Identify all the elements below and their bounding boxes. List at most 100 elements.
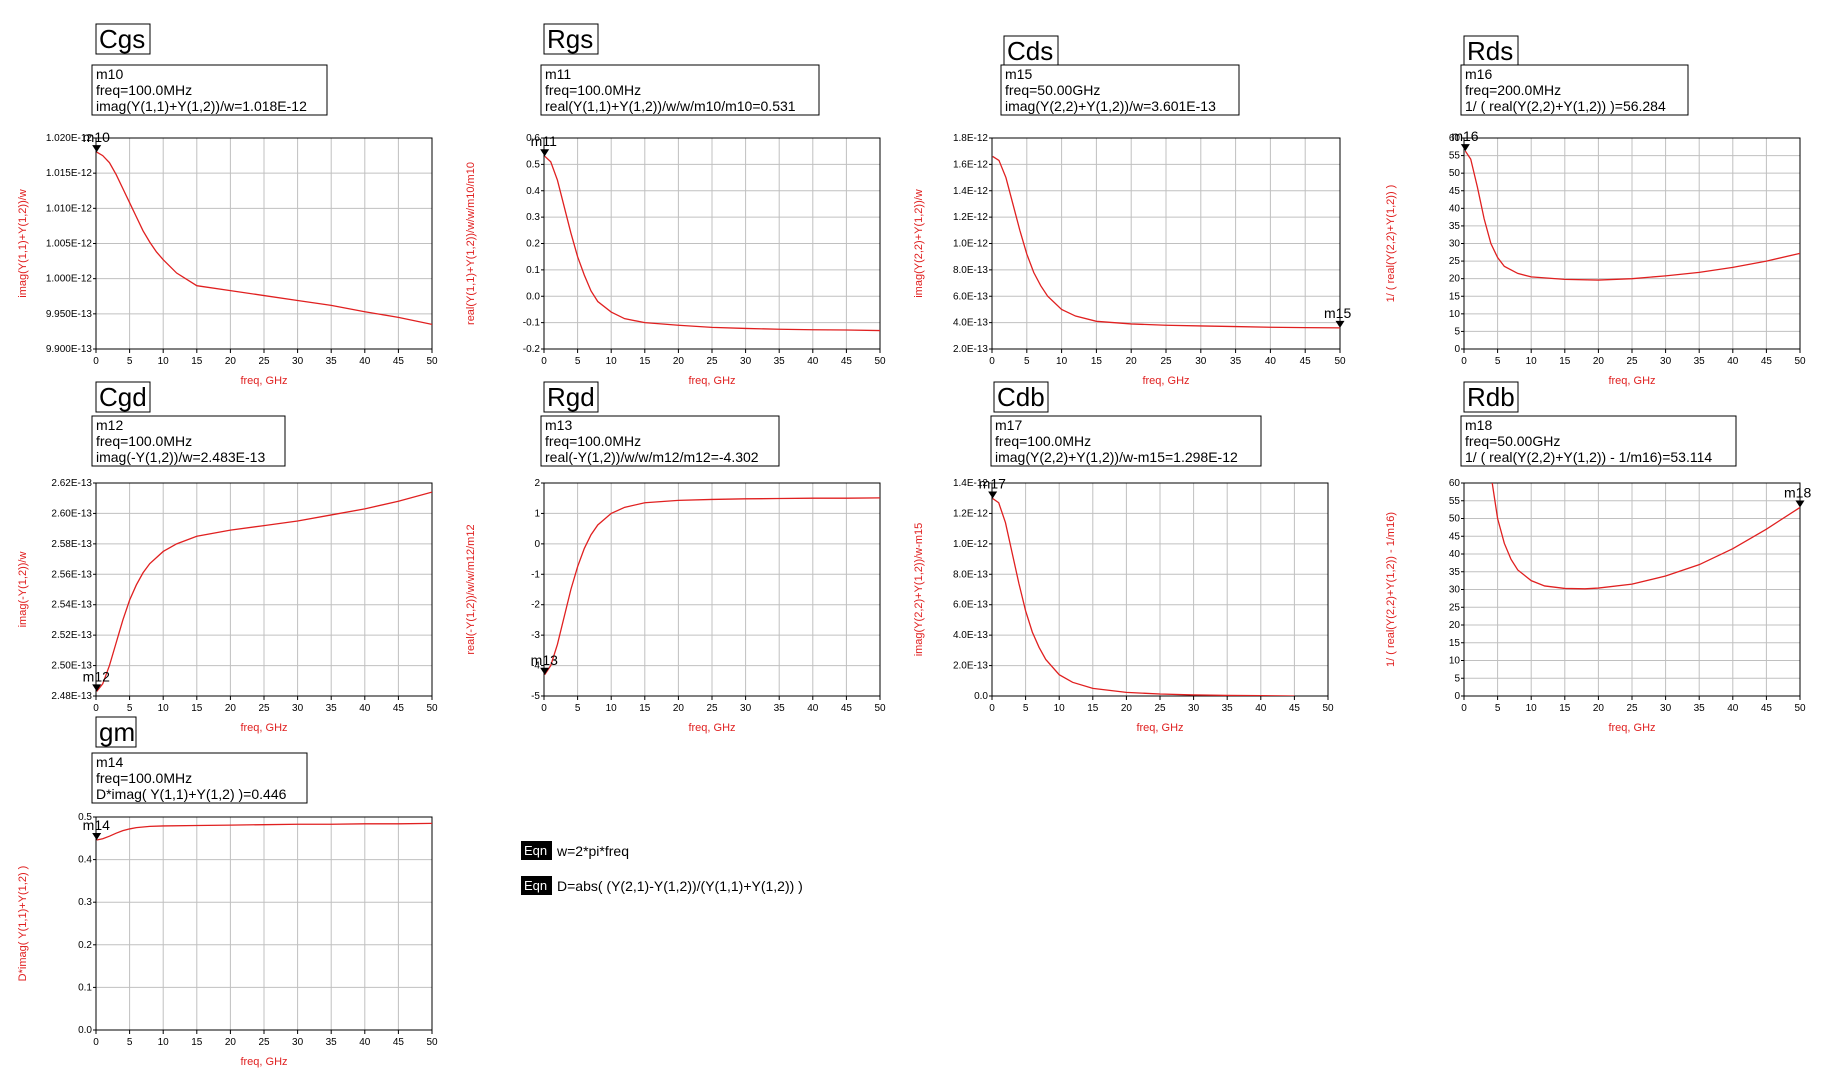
equation-w[interactable]: Eqn w=2*pi*freq bbox=[521, 841, 629, 860]
chart-title: Cgd bbox=[99, 382, 147, 412]
grid bbox=[991, 482, 1329, 697]
x-tick-label: 35 bbox=[326, 356, 338, 367]
marker-label: m18 bbox=[1784, 484, 1811, 500]
marker-readout-box[interactable] bbox=[1460, 415, 1737, 467]
marker-readout-line: freq=100.0MHz bbox=[96, 82, 192, 98]
x-tick-label: 50 bbox=[426, 1037, 438, 1048]
marker-readout-box[interactable] bbox=[91, 415, 286, 467]
x-tick-label: 20 bbox=[225, 703, 237, 714]
y-tick-label: 1.0E-12 bbox=[953, 539, 988, 550]
marker-readout-line: m11 bbox=[545, 66, 571, 82]
series-line-cdb[interactable] bbox=[992, 497, 1295, 696]
marker-readout-line: m15 bbox=[1005, 66, 1032, 82]
x-tick-label: 30 bbox=[1195, 356, 1207, 367]
series-line-rdb[interactable] bbox=[1491, 483, 1800, 590]
marker-triangle[interactable] bbox=[92, 684, 102, 692]
x-tick-label: 25 bbox=[258, 703, 270, 714]
marker-triangle[interactable] bbox=[540, 149, 550, 157]
x-tick-label: 40 bbox=[1255, 703, 1267, 714]
y-tick-label: 6.0E-13 bbox=[953, 291, 988, 302]
marker-readout-line: freq=100.0MHz bbox=[96, 433, 192, 449]
series-line-rgd[interactable] bbox=[544, 497, 880, 676]
y-tick-label: 2.54E-13 bbox=[51, 600, 92, 611]
x-tick-label: 0 bbox=[541, 356, 547, 367]
x-tick-label: 10 bbox=[606, 356, 618, 367]
equation-d[interactable]: Eqn D=abs( (Y(2,1)-Y(1,2))/(Y(1,1)+Y(1,2… bbox=[521, 876, 803, 895]
x-tick-label: 35 bbox=[774, 703, 786, 714]
marker-triangle[interactable] bbox=[92, 833, 102, 841]
y-tick-label: 1.015E-12 bbox=[46, 168, 93, 179]
marker-readout-line: m16 bbox=[1465, 66, 1492, 82]
y-tick-label: 0.0 bbox=[974, 691, 988, 702]
marker-readout-box[interactable] bbox=[91, 752, 308, 804]
series-line-cgd[interactable] bbox=[96, 491, 432, 692]
marker-triangle[interactable] bbox=[92, 145, 102, 153]
x-tick-label: 30 bbox=[740, 703, 752, 714]
marker-readout-box[interactable] bbox=[1000, 64, 1240, 116]
x-tick-label: 30 bbox=[292, 356, 304, 367]
series-line-gm[interactable] bbox=[96, 822, 432, 841]
x-tick-label: 20 bbox=[673, 703, 685, 714]
x-tick-label: 0 bbox=[1461, 356, 1467, 367]
eqn-expression: w=2*pi*freq bbox=[556, 843, 629, 859]
x-tick-label: 45 bbox=[1761, 356, 1773, 367]
marker-readout-box[interactable] bbox=[1460, 64, 1689, 116]
marker-readout-line: real(-Y(1,2))/w/w/m12/m12=-4.302 bbox=[545, 449, 759, 465]
y-tick-label: 30 bbox=[1449, 585, 1461, 596]
x-tick-label: 15 bbox=[191, 356, 203, 367]
marker-readout-line: imag(Y(1,1)+Y(1,2))/w=1.018E-12 bbox=[96, 98, 307, 114]
series-line-cds[interactable] bbox=[992, 155, 1340, 329]
x-tick-label: 50 bbox=[874, 356, 886, 367]
marker-readout-line: m12 bbox=[96, 417, 123, 433]
marker-readout-box[interactable] bbox=[540, 64, 820, 116]
marker-triangle[interactable] bbox=[1460, 144, 1470, 152]
x-tick-label: 0 bbox=[989, 356, 995, 367]
y-tick-label: 1.8E-12 bbox=[953, 133, 988, 144]
grid bbox=[1463, 137, 1801, 350]
x-tick-label: 20 bbox=[673, 356, 685, 367]
y-tick-label: 55 bbox=[1449, 496, 1461, 507]
x-tick-label: 35 bbox=[1222, 703, 1234, 714]
x-tick-label: 15 bbox=[1091, 356, 1103, 367]
x-tick-label: 10 bbox=[1526, 356, 1538, 367]
y-tick-label: 20 bbox=[1449, 274, 1461, 285]
marker-readout-line: freq=50.00GHz bbox=[1005, 82, 1100, 98]
x-tick-label: 0 bbox=[93, 356, 99, 367]
marker-triangle[interactable] bbox=[540, 667, 550, 675]
x-tick-label: 0 bbox=[989, 703, 995, 714]
series-line-rgs[interactable] bbox=[544, 155, 880, 332]
marker-readout-box[interactable] bbox=[91, 64, 328, 116]
y-tick-label: 1.4E-12 bbox=[953, 478, 988, 489]
marker-triangle[interactable] bbox=[988, 491, 998, 499]
grid bbox=[95, 816, 433, 1031]
marker-readout-box[interactable] bbox=[540, 415, 780, 467]
grid bbox=[543, 482, 881, 697]
marker-readout-line: freq=100.0MHz bbox=[995, 433, 1091, 449]
marker-triangle[interactable] bbox=[1795, 500, 1805, 508]
y-tick-label: 10 bbox=[1449, 656, 1461, 667]
y-tick-label: 8.0E-13 bbox=[953, 569, 988, 580]
series-line-cgs[interactable] bbox=[96, 151, 432, 326]
y-tick-label: -0.2 bbox=[523, 344, 541, 355]
y-tick-label: 1.010E-12 bbox=[46, 203, 93, 214]
series-line-rds[interactable] bbox=[1464, 150, 1800, 281]
x-tick-label: 10 bbox=[1056, 356, 1068, 367]
marker-readout-line: freq=100.0MHz bbox=[545, 82, 641, 98]
x-tick-label: 25 bbox=[258, 1037, 270, 1048]
x-tick-label: 35 bbox=[1230, 356, 1242, 367]
marker-readout-line: m17 bbox=[995, 417, 1022, 433]
y-tick-label: 9.950E-13 bbox=[46, 309, 93, 320]
marker-triangle[interactable] bbox=[1335, 320, 1345, 328]
marker-readout-line: m10 bbox=[96, 66, 123, 82]
marker-label: m14 bbox=[83, 817, 110, 833]
marker-readout-box[interactable] bbox=[990, 415, 1262, 467]
y-tick-label: 4.0E-13 bbox=[953, 318, 988, 329]
x-tick-label: 5 bbox=[1495, 703, 1501, 714]
y-tick-label: 1.4E-12 bbox=[953, 186, 988, 197]
x-tick-label: 40 bbox=[1265, 356, 1277, 367]
y-tick-label: 0.1 bbox=[526, 265, 540, 276]
chart-title: Cds bbox=[1007, 36, 1053, 66]
y-tick-label: 0.0 bbox=[78, 1025, 92, 1036]
y-tick-label: 0.4 bbox=[526, 186, 540, 197]
chart-title-box bbox=[95, 23, 151, 55]
